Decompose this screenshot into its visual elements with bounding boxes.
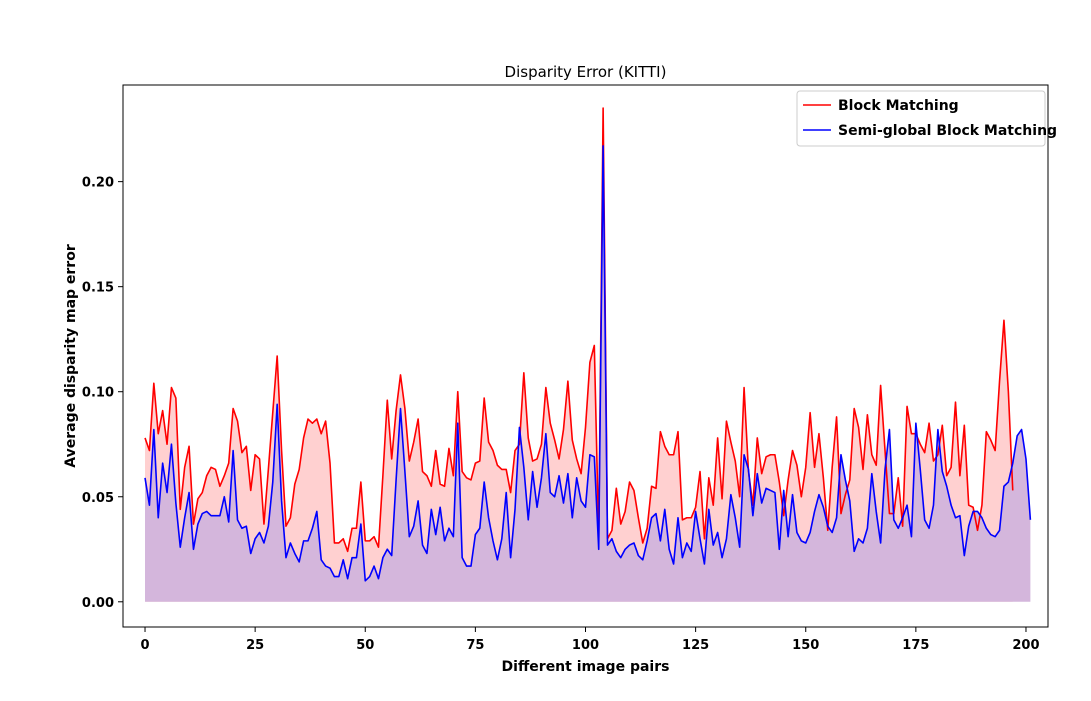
x-tick-label: 75	[466, 638, 484, 653]
y-tick-label: 0.10	[82, 386, 114, 401]
x-tick-label: 150	[792, 638, 819, 653]
series-line-0	[144, 107, 1014, 553]
legend-label-block-matching: Block Matching	[838, 98, 959, 114]
x-tick-label: 125	[682, 638, 709, 653]
y-tick-label: 0.15	[82, 281, 114, 296]
series-lines	[144, 107, 1032, 582]
y-axis: 0.00 0.05 0.10 0.15 0.20	[82, 176, 123, 611]
series-fill-1	[145, 145, 1031, 602]
x-tick-label: 25	[246, 638, 264, 653]
x-tick-label: 0	[141, 638, 150, 653]
x-axis: 0 25 50 75 100 125 150 175 200	[141, 627, 1040, 653]
x-tick-label: 175	[902, 638, 929, 653]
y-axis-label: Average disparity map error	[63, 244, 79, 468]
y-tick-label: 0.05	[82, 491, 114, 506]
x-axis-label: Different image pairs	[502, 659, 670, 675]
series-fill-0	[145, 108, 1013, 602]
x-tick-label: 50	[356, 638, 374, 653]
x-tick-label: 100	[572, 638, 599, 653]
chart-title: Disparity Error (KITTI)	[505, 63, 667, 81]
legend-box	[796, 90, 1046, 147]
series-line-1	[144, 145, 1032, 582]
x-tick-label: 200	[1012, 638, 1039, 653]
legend: Block Matching Semi-global Block Matchin…	[796, 90, 1057, 147]
y-tick-label: 0.00	[82, 596, 114, 611]
series-fills	[145, 108, 1031, 602]
y-tick-label: 0.20	[82, 176, 114, 191]
legend-label-sgbm: Semi-global Block Matching	[838, 123, 1057, 139]
